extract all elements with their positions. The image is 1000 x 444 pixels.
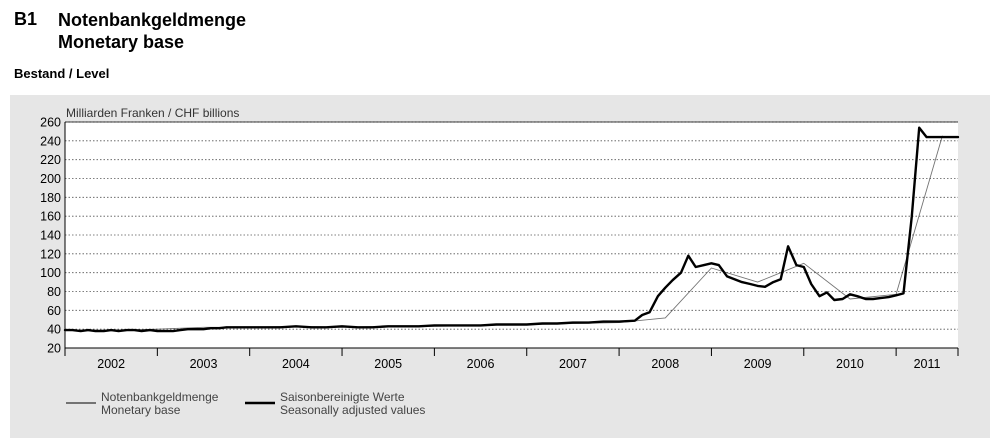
legend-label-de: Notenbankgeldmenge xyxy=(101,390,219,404)
y-tick-label: 80 xyxy=(47,285,61,299)
grid-lines xyxy=(65,121,958,348)
y-tick-label: 40 xyxy=(47,323,61,337)
x-tick-label: 2006 xyxy=(467,357,495,371)
y-tick-label: 260 xyxy=(40,116,61,130)
x-tick-label: 2010 xyxy=(836,357,864,371)
y-tick-label: 160 xyxy=(40,210,61,224)
y-tick-label: 240 xyxy=(40,134,61,148)
chart-title-de: Notenbankgeldmenge xyxy=(58,10,247,30)
x-tick-label: 2002 xyxy=(97,357,125,371)
y-tick-label: 180 xyxy=(40,191,61,205)
x-tick-label: 2009 xyxy=(744,357,772,371)
section-label: Bestand / Level xyxy=(14,66,110,81)
y-tick-label: 60 xyxy=(47,304,61,318)
y-axis-unit-label: Milliarden Franken / CHF billions xyxy=(66,106,239,120)
y-axis-ticks: 20 40 60 80 100 120 140 160 180 200 220 240 260 xyxy=(40,116,61,356)
plot-area xyxy=(65,122,958,348)
y-tick-label: 220 xyxy=(40,153,61,167)
x-tick-label: 2008 xyxy=(651,357,679,371)
chart-code: B1 xyxy=(14,9,38,29)
y-tick-label: 20 xyxy=(47,342,61,356)
y-tick-label: 100 xyxy=(40,266,61,280)
y-tick-label: 200 xyxy=(40,172,61,186)
x-tick-label: 2005 xyxy=(374,357,402,371)
x-tick-label: 2007 xyxy=(559,357,587,371)
legend-label-en: Seasonally adjusted values xyxy=(280,403,425,417)
chart-title: Notenbankgeldmenge Monetary base xyxy=(58,9,246,53)
series-lines xyxy=(63,126,960,333)
y-tick-label: 140 xyxy=(40,229,61,243)
x-tick-label: 2011 xyxy=(914,357,941,371)
legend-label-en: Monetary base xyxy=(101,403,181,417)
x-axis: 2002 2003 2004 2005 2006 2007 2008 2009 2010 2011 xyxy=(64,121,959,371)
x-tick-label: 2004 xyxy=(282,357,310,371)
x-tick-label: 2003 xyxy=(190,357,218,371)
y-tick-label: 120 xyxy=(40,247,61,261)
chart-title-en: Monetary base xyxy=(58,32,185,52)
seasonally-adjusted-line xyxy=(63,126,960,333)
legend-label-de: Saisonbereinigte Werte xyxy=(280,390,405,404)
